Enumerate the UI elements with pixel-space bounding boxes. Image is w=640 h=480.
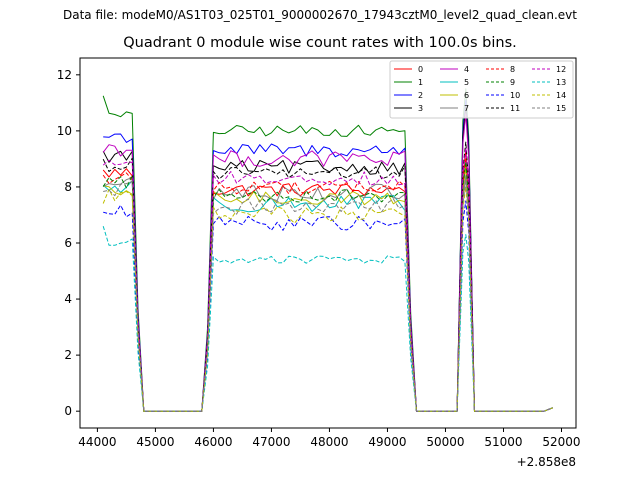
series-line-4 xyxy=(102,113,553,412)
x-tick-label: 44000 xyxy=(78,435,116,449)
series-line-15 xyxy=(103,180,553,412)
y-tick-label: 6 xyxy=(64,236,72,250)
x-offset-label: +2.858e8 xyxy=(517,455,576,469)
y-tick-label: 0 xyxy=(64,404,72,418)
legend-label-0: 0 xyxy=(418,65,423,74)
data-file-suptitle: Data file: modeM0/AS1T03_025T01_90000026… xyxy=(63,8,577,22)
x-tick-label: 46000 xyxy=(194,435,232,449)
y-tick-label: 8 xyxy=(64,180,72,194)
series-line-1 xyxy=(102,88,553,412)
legend-label-13: 13 xyxy=(556,78,566,87)
series-line-2 xyxy=(103,99,553,412)
y-tick-label: 10 xyxy=(57,124,72,138)
y-tick-label: 12 xyxy=(57,68,72,82)
legend-box xyxy=(389,60,574,119)
legend-label-15: 15 xyxy=(556,104,566,113)
x-axis: 44000 45000 46000 47000 48000 49000 50000 51000… xyxy=(78,428,581,449)
legend-label-11: 11 xyxy=(510,104,520,113)
series-line-7 xyxy=(102,175,553,412)
y-tick-label: 2 xyxy=(64,348,72,362)
legend-label-5: 5 xyxy=(464,78,469,87)
x-tick-label: 49000 xyxy=(368,435,406,449)
legend-label-6: 6 xyxy=(464,91,469,100)
legend-label-7: 7 xyxy=(464,104,469,113)
legend-label-12: 12 xyxy=(556,65,566,74)
legend-label-1: 1 xyxy=(418,78,423,87)
series-lines xyxy=(102,88,553,412)
legend-label-2: 2 xyxy=(418,91,423,100)
series-line-12 xyxy=(102,147,553,412)
x-tick-label: 45000 xyxy=(136,435,174,449)
series-line-0 xyxy=(102,150,553,412)
legend-label-8: 8 xyxy=(510,65,515,74)
legend-label-14: 14 xyxy=(556,91,566,100)
x-tick-label: 48000 xyxy=(310,435,348,449)
series-line-11 xyxy=(102,141,553,412)
legend-label-9: 9 xyxy=(510,78,515,87)
series-line-13 xyxy=(102,226,553,412)
x-tick-label: 51000 xyxy=(484,435,522,449)
series-line-14 xyxy=(102,186,553,412)
series-line-9 xyxy=(102,161,553,412)
x-tick-label: 50000 xyxy=(426,435,464,449)
y-axis: 0 2 4 6 8 10 12 xyxy=(57,68,80,418)
legend-label-3: 3 xyxy=(418,104,423,113)
y-tick-label: 4 xyxy=(64,292,72,306)
series-line-6 xyxy=(103,166,553,412)
series-line-10 xyxy=(103,200,553,412)
legend-label-4: 4 xyxy=(464,65,469,74)
x-tick-label: 52000 xyxy=(542,435,580,449)
legend-label-10: 10 xyxy=(510,91,520,100)
x-tick-label: 47000 xyxy=(252,435,290,449)
chart-title: Quadrant 0 module wise count rates with … xyxy=(123,35,517,51)
series-line-5 xyxy=(102,164,553,412)
